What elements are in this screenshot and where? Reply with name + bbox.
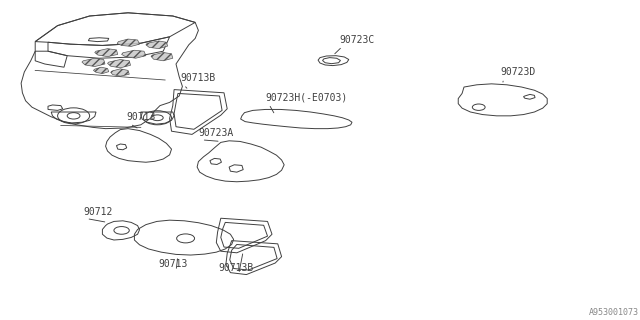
- Polygon shape: [111, 69, 129, 76]
- Text: 90713: 90713: [158, 260, 188, 269]
- Polygon shape: [108, 60, 131, 68]
- Polygon shape: [117, 39, 140, 46]
- Text: 90713B: 90713B: [180, 73, 216, 83]
- Polygon shape: [146, 41, 168, 49]
- Text: 90713B: 90713B: [218, 263, 253, 273]
- Text: 90723D: 90723D: [500, 67, 536, 77]
- Polygon shape: [82, 58, 105, 67]
- Text: 90723C: 90723C: [339, 35, 374, 45]
- Text: 90713: 90713: [127, 112, 156, 122]
- Text: 90712: 90712: [83, 207, 113, 217]
- Text: A953001073: A953001073: [589, 308, 639, 317]
- Polygon shape: [122, 50, 146, 58]
- Polygon shape: [93, 67, 109, 74]
- Polygon shape: [151, 52, 173, 61]
- Text: 90723A: 90723A: [198, 128, 234, 138]
- Text: 90723H(-E0703): 90723H(-E0703): [266, 92, 348, 102]
- Polygon shape: [95, 49, 118, 57]
